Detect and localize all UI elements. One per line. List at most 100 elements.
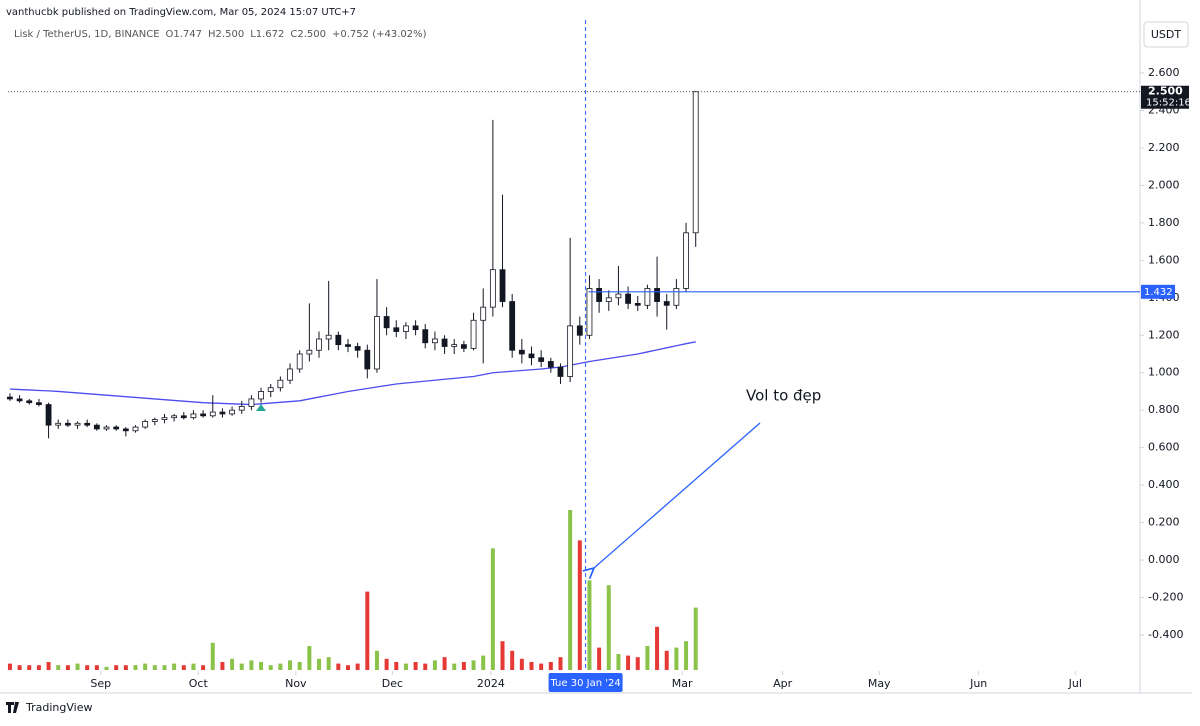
volume-bar	[693, 607, 698, 670]
legend-open: O1.747	[166, 29, 203, 40]
volume-bar	[626, 655, 631, 670]
symbol: Lisk / TetherUS, 1D, BINANCE O1.747 H2.500…	[14, 29, 427, 40]
candle-body	[518, 349, 525, 355]
volume-bar	[490, 548, 495, 670]
candle-body	[74, 422, 81, 426]
volume-bar	[317, 658, 322, 670]
volume-bar	[423, 663, 428, 670]
candle-body	[238, 406, 245, 411]
candle-body	[151, 419, 158, 422]
candle-body	[296, 353, 303, 370]
volume-bar	[510, 650, 515, 670]
volume-bar	[27, 665, 32, 670]
y-tick-label: -0.400	[1148, 628, 1183, 641]
candle-body	[7, 396, 13, 400]
volume-bar	[297, 662, 302, 670]
volume-bar	[17, 665, 22, 670]
x-tick-label: Sep	[90, 677, 111, 690]
volume-bar	[220, 662, 225, 670]
y-tick-label: -0.200	[1148, 591, 1183, 604]
candle-body	[634, 303, 641, 306]
volume-bar	[181, 665, 186, 670]
candle-body	[509, 301, 516, 351]
currency-button[interactable]	[1143, 21, 1189, 48]
candle-body	[403, 325, 409, 332]
x-tick-label: Dec	[382, 677, 403, 690]
volume-bar	[500, 641, 505, 670]
volume-bar	[394, 662, 399, 670]
volume-bar	[529, 662, 534, 670]
candle-body	[325, 334, 332, 340]
y-tick-label: 0.600	[1148, 441, 1180, 454]
candle-body	[354, 346, 361, 351]
y-tick-label: 0.800	[1148, 403, 1180, 416]
x-tick-label: 2024	[477, 677, 505, 690]
hline-label-box	[1141, 284, 1175, 299]
volume-bar	[46, 662, 51, 670]
volume-bar	[452, 663, 457, 670]
volume-bar	[104, 666, 109, 670]
candle-body	[209, 411, 216, 417]
y-tick-label: 0.200	[1148, 516, 1180, 529]
candle-body	[93, 424, 100, 430]
last-price-box	[1141, 85, 1189, 109]
volume-bar	[278, 663, 283, 670]
candle-body	[45, 404, 52, 426]
volume-bar	[56, 665, 61, 670]
candle-body	[673, 288, 680, 306]
y-tick-label: 1.200	[1148, 328, 1180, 341]
candle-body	[171, 415, 178, 419]
publisher: vanthucbk published on TradingView.com, …	[6, 7, 356, 18]
x-tick-label: Oct	[189, 677, 209, 690]
candle-body	[229, 409, 235, 415]
volume-bar	[616, 654, 621, 670]
volume-bar	[481, 655, 486, 670]
candle-body	[16, 398, 23, 402]
candle-body	[412, 325, 419, 331]
candle-body	[393, 327, 400, 332]
y-tick-label: 0.000	[1148, 553, 1180, 566]
candle-body	[441, 338, 448, 347]
candle-body	[142, 421, 149, 428]
crosshair-label: Tue 30 Jan '24	[549, 678, 620, 689]
crosshair-label-box	[548, 673, 623, 692]
volume-bar	[539, 663, 544, 670]
volume-bar	[384, 658, 389, 670]
candle-body	[557, 366, 564, 377]
candle-body	[200, 413, 207, 417]
symbol-name: Lisk / TetherUS, 1D, BINANCE	[14, 29, 160, 40]
candle-body	[113, 426, 120, 430]
moving-average	[9, 341, 696, 406]
candle-body	[470, 319, 477, 349]
signal-marker	[256, 404, 266, 411]
volume-bar	[442, 657, 447, 670]
volume-bar	[568, 510, 573, 670]
currency[interactable]: USDT	[1151, 28, 1182, 41]
legend-change: +0.752 (+43.02%)	[332, 29, 427, 40]
volume-bar	[259, 662, 264, 670]
volume-bar	[230, 658, 235, 670]
volume-bar	[413, 662, 418, 670]
candle-body	[103, 426, 110, 430]
candle-body	[161, 417, 168, 420]
volume-bar	[684, 641, 689, 670]
candle-body	[605, 297, 612, 302]
volume-bar	[461, 662, 466, 670]
legend-high: H2.500	[208, 29, 244, 40]
volume-bar	[85, 665, 90, 670]
volume-bar	[65, 665, 70, 670]
y-tick-label: 2.600	[1148, 66, 1180, 79]
volume-bar	[239, 663, 244, 670]
candle-body	[451, 344, 458, 347]
volume-bar	[143, 663, 148, 670]
candle-body	[36, 402, 42, 405]
volume-bar	[268, 665, 273, 670]
candle-body	[64, 422, 71, 426]
candle-body	[654, 288, 660, 302]
legend-low: L1.672	[250, 29, 284, 40]
candle-body	[219, 411, 226, 415]
candle-body	[663, 301, 670, 306]
x-tick-label: Apr	[773, 677, 793, 690]
